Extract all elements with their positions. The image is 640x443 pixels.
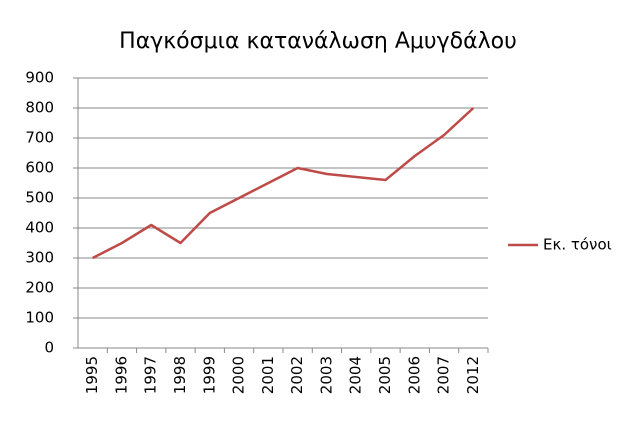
- x-tick-label: 1996: [112, 356, 130, 394]
- y-tick-label: 300: [25, 249, 54, 267]
- y-tick-label: 500: [25, 189, 54, 207]
- y-tick-label: 700: [25, 129, 54, 147]
- y-tick-label: 900: [25, 69, 54, 87]
- x-tick-label: 2004: [347, 356, 365, 394]
- y-tick-label: 200: [25, 279, 54, 297]
- y-tick-label: 800: [25, 99, 54, 117]
- x-tick-label: 2005: [376, 356, 394, 394]
- y-tick-label: 600: [25, 159, 54, 177]
- series-line: [92, 107, 475, 260]
- x-tick-label: 2012: [464, 356, 482, 394]
- legend-label: Εκ. τόνοι: [543, 236, 612, 254]
- x-tick-label: 2002: [288, 356, 306, 394]
- x-tick-label: 1997: [142, 356, 160, 394]
- y-tick-label: 100: [25, 309, 54, 327]
- y-tick-label: 0: [44, 339, 54, 357]
- x-tick-label: 2007: [435, 356, 453, 394]
- x-tick-label: 1999: [200, 356, 218, 394]
- chart-title: Παγκόσμια κατανάλωση Αμυγδάλου: [119, 29, 517, 54]
- y-tick-label: 400: [25, 219, 54, 237]
- x-tick-label: 1995: [83, 356, 101, 394]
- x-tick-label: 1998: [171, 356, 189, 394]
- x-tick-label: 2006: [405, 356, 423, 394]
- x-tick-label: 2000: [230, 356, 248, 394]
- x-tick-label: 2001: [259, 356, 277, 394]
- x-tick-label: 2003: [317, 356, 335, 394]
